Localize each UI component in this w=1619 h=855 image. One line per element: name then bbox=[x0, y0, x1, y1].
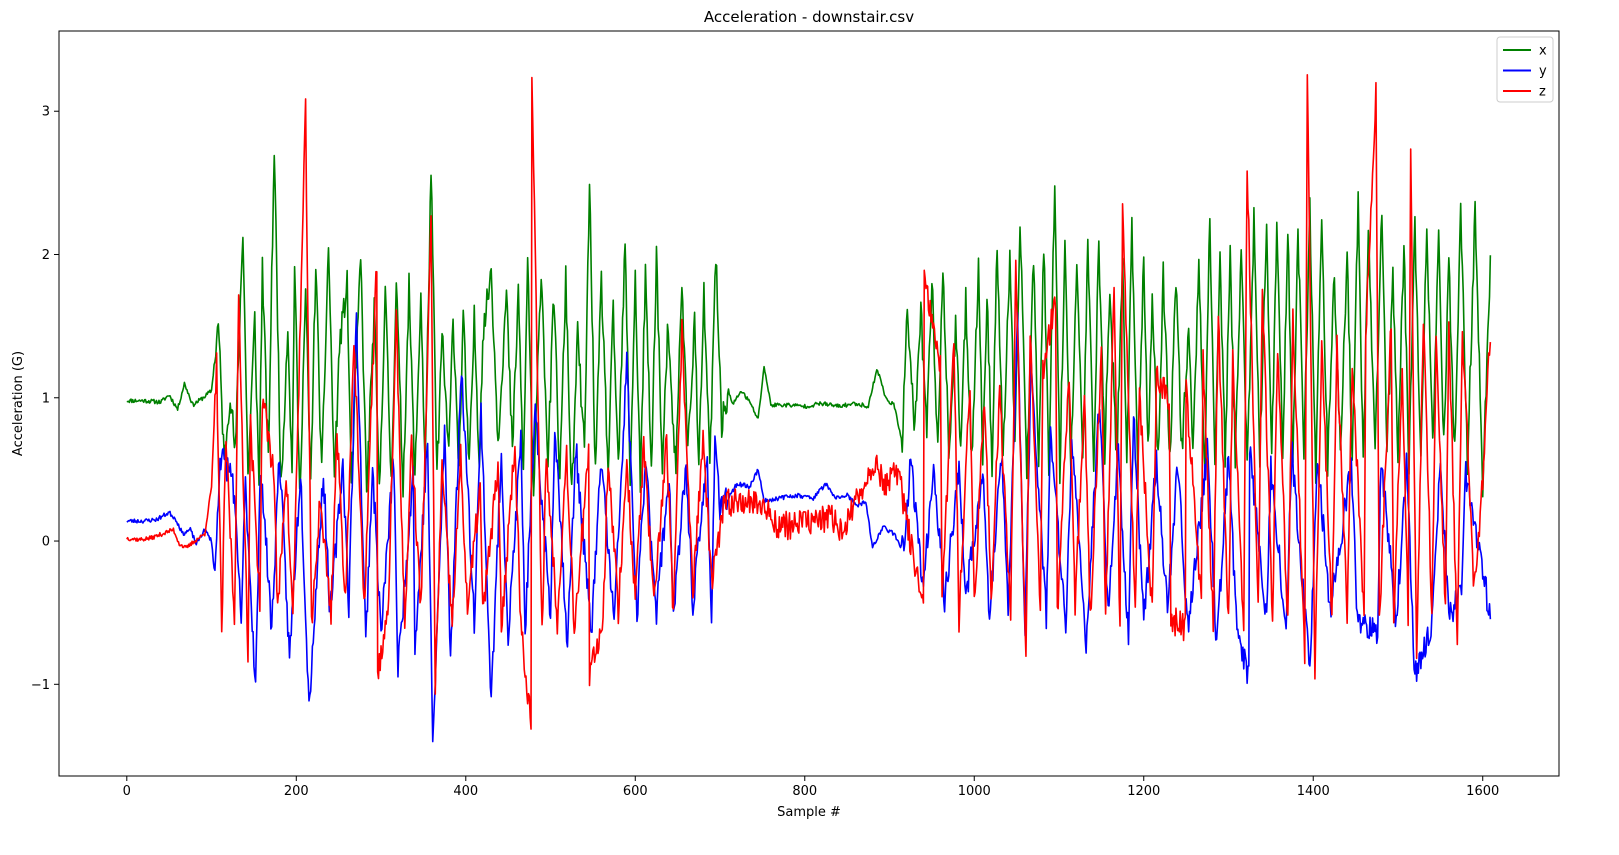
y-axis-ticks: −1 0 1 2 3 bbox=[31, 105, 59, 693]
x-axis-ticks: 0 200 400 600 800 1000 1200 1400 1600 bbox=[123, 776, 1499, 799]
legend-label-z: z bbox=[1539, 85, 1546, 100]
series-layer bbox=[126, 74, 1492, 743]
x-tick-label: 600 bbox=[623, 784, 648, 799]
y-tick-label: 3 bbox=[42, 105, 50, 120]
y-tick-label: 1 bbox=[42, 391, 50, 406]
legend-label-y: y bbox=[1539, 64, 1547, 79]
y-tick-label: 0 bbox=[42, 535, 50, 550]
series-line-x bbox=[126, 154, 1492, 498]
y-tick-label: 2 bbox=[42, 248, 50, 263]
legend-label-x: x bbox=[1539, 44, 1547, 59]
series-line-y bbox=[126, 312, 1492, 743]
x-tick-label: 1000 bbox=[958, 784, 991, 799]
x-tick-label: 1400 bbox=[1297, 784, 1330, 799]
x-axis-label: Sample # bbox=[777, 805, 841, 820]
x-tick-label: 800 bbox=[792, 784, 817, 799]
chart-title: Acceleration - downstair.csv bbox=[704, 8, 914, 26]
x-tick-label: 400 bbox=[453, 784, 478, 799]
x-tick-label: 200 bbox=[284, 784, 309, 799]
x-tick-label: 0 bbox=[123, 784, 131, 799]
y-tick-label: −1 bbox=[31, 678, 50, 693]
x-tick-label: 1600 bbox=[1466, 784, 1499, 799]
plot-frame bbox=[58, 30, 1560, 777]
y-axis-label: Acceleration (G) bbox=[11, 351, 26, 456]
legend: xyz bbox=[1496, 36, 1554, 103]
x-tick-label: 1200 bbox=[1127, 784, 1160, 799]
series-line-z bbox=[126, 74, 1492, 730]
